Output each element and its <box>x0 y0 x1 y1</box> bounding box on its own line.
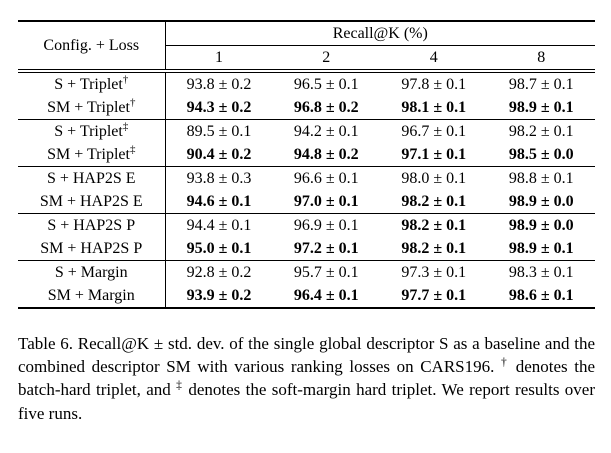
row-label: SM + Triplet† <box>18 96 166 120</box>
table-row: SM + Triplet† 94.3 ± 0.2 96.8 ± 0.2 98.1 ± … <box>18 96 595 120</box>
value-cell: 98.9 ± 0.0 <box>508 193 574 210</box>
table-row: SM + Triplet‡ 90.4 ± 0.2 94.8 ± 0.2 97.1 ± … <box>18 143 595 167</box>
value-cell: 97.3 ± 0.1 <box>380 260 488 284</box>
table-header: Config. + Loss Recall@K (%) 1 2 4 8 <box>18 21 596 73</box>
row-label: SM + HAP2S E <box>18 190 166 214</box>
value-cell: 96.7 ± 0.1 <box>380 119 488 143</box>
value-cell: 95.0 ± 0.1 <box>186 240 252 257</box>
value-cell: 98.2 ± 0.1 <box>401 240 467 257</box>
row-label: S + Triplet† <box>18 71 166 96</box>
value-cell: 97.1 ± 0.1 <box>401 146 467 163</box>
value-cell: 98.1 ± 0.1 <box>401 99 467 116</box>
value-cell: 93.8 ± 0.2 <box>186 76 252 93</box>
value-cell: 94.6 ± 0.1 <box>186 193 252 210</box>
table-body: S + Triplet† 93.8 ± 0.2 96.5 ± 0.1 97.8 ± 0… <box>18 71 596 308</box>
value-cell: 98.0 ± 0.1 <box>380 166 488 190</box>
value-cell: 98.2 ± 0.1 <box>401 193 467 210</box>
value-cell: 93.9 ± 0.2 <box>186 287 252 304</box>
value-cell: 90.4 ± 0.2 <box>186 146 252 163</box>
value-cell: 98.8 ± 0.1 <box>487 166 596 190</box>
row-label: S + Margin <box>18 260 166 284</box>
row-label-superscript: ‡ <box>122 120 129 133</box>
row-label: S + HAP2S P <box>18 213 166 237</box>
table-row: S + HAP2S P 94.4 ± 0.1 96.9 ± 0.1 98.2 ± 0.… <box>18 213 596 237</box>
row-label-superscript: † <box>129 96 136 109</box>
header-k-4: 4 <box>380 45 488 73</box>
value-cell: 94.2 ± 0.1 <box>272 119 380 143</box>
row-label: S + Triplet‡ <box>18 119 166 143</box>
value-cell: 98.5 ± 0.0 <box>508 146 574 163</box>
value-cell: 96.8 ± 0.2 <box>293 99 359 116</box>
value-cell: 95.7 ± 0.1 <box>272 260 380 284</box>
table-row: SM + Margin 93.9 ± 0.2 96.4 ± 0.1 97.7 ± 0.… <box>18 284 595 308</box>
value-cell: 98.3 ± 0.1 <box>487 260 596 284</box>
value-cell: 98.2 ± 0.1 <box>380 213 488 237</box>
value-cell: 93.8 ± 0.3 <box>165 166 273 190</box>
value-cell: 92.8 ± 0.2 <box>165 260 273 284</box>
value-cell: 96.9 ± 0.1 <box>272 213 380 237</box>
table-row: S + Triplet† 93.8 ± 0.2 96.5 ± 0.1 97.8 ± 0… <box>18 71 595 96</box>
value-cell: 98.9 ± 0.0 <box>487 213 596 237</box>
value-cell: 98.9 ± 0.1 <box>508 99 574 116</box>
value-cell: 94.8 ± 0.2 <box>293 146 359 163</box>
header-config-loss: Config. + Loss <box>18 21 166 73</box>
value-cell: 96.4 ± 0.1 <box>293 287 359 304</box>
value-cell: 94.4 ± 0.1 <box>165 213 273 237</box>
value-cell: 97.2 ± 0.1 <box>293 240 359 257</box>
table-row: S + HAP2S E 93.8 ± 0.3 96.6 ± 0.1 98.0 ± 0.… <box>18 166 596 190</box>
table-row: S + Margin 92.8 ± 0.2 95.7 ± 0.1 97.3 ± 0.1… <box>18 260 596 284</box>
value-cell: 89.5 ± 0.1 <box>165 119 273 143</box>
value-cell: 98.9 ± 0.1 <box>508 240 574 257</box>
caption-text: Table 6. Recall@K ± std. dev. of the sin… <box>18 334 595 377</box>
header-k-2: 2 <box>272 45 380 73</box>
value-cell: 98.7 ± 0.1 <box>508 76 574 93</box>
caption-text: denotes the batch-hard triplet, and <box>18 357 595 400</box>
value-cell: 97.7 ± 0.1 <box>401 287 467 304</box>
row-label: SM + Margin <box>18 284 166 308</box>
value-cell: 97.0 ± 0.1 <box>293 193 359 210</box>
value-cell: 96.5 ± 0.1 <box>293 76 359 93</box>
row-label-superscript: † <box>122 73 129 86</box>
caption-superscript: ‡ <box>176 378 183 392</box>
table-caption: Table 6. Recall@K ± std. dev. of the sin… <box>18 332 595 425</box>
value-cell: 98.6 ± 0.1 <box>508 287 574 304</box>
row-label: SM + HAP2S P <box>18 237 166 261</box>
results-table: Config. + Loss Recall@K (%) 1 2 4 8 S + … <box>18 20 596 309</box>
value-cell: 94.3 ± 0.2 <box>186 99 252 116</box>
table-row: SM + HAP2S E 94.6 ± 0.1 97.0 ± 0.1 98.2 ± 0… <box>18 190 595 214</box>
caption-text: denotes the soft-margin hard triplet. We… <box>18 380 595 423</box>
row-label: SM + Triplet‡ <box>18 143 166 167</box>
value-cell: 98.2 ± 0.1 <box>487 119 596 143</box>
header-recall-group: Recall@K (%) <box>165 21 596 46</box>
table-row: SM + HAP2S P 95.0 ± 0.1 97.2 ± 0.1 98.2 ± 0… <box>18 237 595 261</box>
value-cell: 96.6 ± 0.1 <box>272 166 380 190</box>
table-row: S + Triplet‡ 89.5 ± 0.1 94.2 ± 0.1 96.7 ± 0… <box>18 119 596 143</box>
row-label-superscript: ‡ <box>129 143 136 156</box>
caption-superscript: † <box>500 355 510 369</box>
row-label: S + HAP2S E <box>18 166 166 190</box>
value-cell: 97.8 ± 0.1 <box>401 76 467 93</box>
header-k-8: 8 <box>487 45 596 73</box>
header-k-1: 1 <box>165 45 273 73</box>
